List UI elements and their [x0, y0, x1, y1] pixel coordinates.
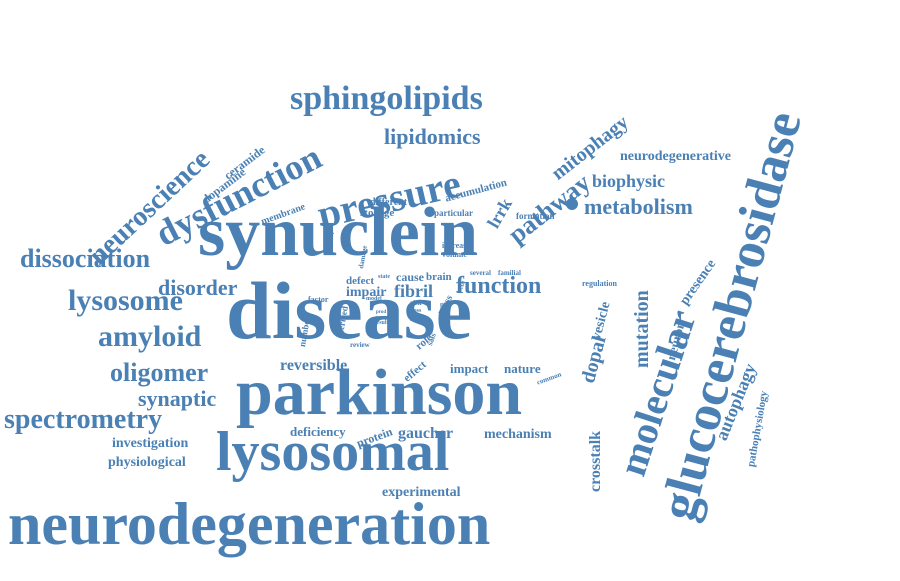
word-pathway: pathway — [502, 167, 596, 250]
bullet-dot — [566, 198, 578, 210]
word-deficiency: deficiency — [290, 424, 346, 439]
word-disorder: disorder — [158, 275, 238, 300]
word-function: function — [456, 273, 542, 299]
word-impair: impair — [346, 285, 387, 300]
word-impact: impact — [450, 361, 489, 376]
word-mechanism: mechanism — [484, 427, 552, 442]
word-pathophysiology: pathophysiology — [745, 389, 771, 468]
word-amyloid: amyloid — [98, 320, 202, 353]
word-loss: loss — [412, 308, 422, 314]
word-risk: risk — [410, 299, 422, 307]
word-oligomer: oligomer — [110, 358, 209, 387]
word-volume: volume — [442, 250, 467, 259]
word-familial: familial — [498, 269, 521, 277]
word-storage: storage — [360, 207, 395, 219]
word-experimental: experimental — [382, 485, 461, 500]
word-lysosome: lysosome — [68, 284, 183, 317]
word-prod: prod — [376, 310, 387, 315]
word-vesicle: vesicle — [589, 300, 614, 342]
word-dissociation: dissociation — [20, 244, 151, 273]
word-biophysic: biophysic — [592, 171, 666, 191]
word-crosstalk: crosstalk — [587, 430, 604, 492]
word-cause: cause — [396, 270, 424, 284]
word-nature: nature — [504, 361, 541, 376]
word-dopal: dopal — [577, 333, 611, 386]
word-several: several — [470, 269, 491, 277]
word-physiological: physiological — [108, 455, 186, 470]
word-synuclein: synuclein — [198, 194, 479, 271]
word-neurodegenerative: neurodegenerative — [620, 149, 731, 164]
word-mutation: mutation — [631, 290, 653, 368]
word-gene: gene — [440, 302, 452, 308]
word-disease: disease — [226, 265, 472, 356]
word-reversible: reversible — [280, 357, 348, 374]
word-investigation: investigation — [112, 436, 189, 451]
word-spectrometry: spectrometry — [4, 404, 163, 435]
word-increase: increase — [442, 241, 470, 250]
word-metabolism: metabolism — [584, 194, 693, 219]
word-result: result — [374, 320, 389, 326]
word-parkinson: parkinson — [236, 356, 523, 429]
word-regulation: regulation — [582, 279, 617, 288]
word-particular: particular — [434, 208, 473, 218]
word-neurodegeneration: neurodegeneration — [8, 491, 491, 557]
word-lysosomal: lysosomal — [216, 421, 450, 483]
word-brain: brain — [426, 271, 452, 283]
word-model: model — [366, 296, 382, 302]
word-review: review — [350, 341, 370, 349]
word-gaucher: gaucher — [398, 425, 454, 442]
word-ftir: ftir — [410, 315, 420, 323]
word-synaptic: synaptic — [138, 386, 217, 411]
word-different: different — [370, 197, 408, 208]
word-state: state — [378, 274, 390, 280]
word-lipidomics: lipidomics — [384, 124, 481, 149]
word-sphingolipids: sphingolipids — [290, 80, 483, 117]
word-factor: factor — [308, 295, 329, 304]
word-formation: formation — [516, 211, 555, 221]
word-fibril: fibril — [394, 281, 433, 301]
word-defect: defect — [346, 275, 375, 287]
